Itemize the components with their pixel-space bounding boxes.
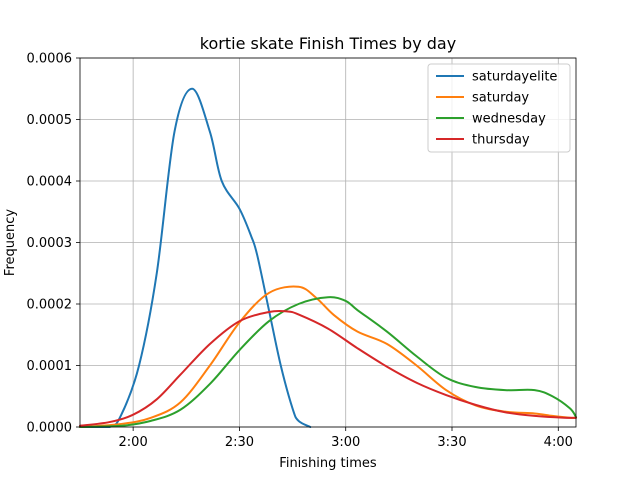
x-tick-label: 3:30 bbox=[437, 435, 466, 450]
x-tick-label: 4:00 bbox=[544, 435, 573, 450]
y-tick-label: 0.0005 bbox=[27, 113, 73, 128]
legend-label: thursday bbox=[472, 133, 530, 148]
x-tick-label: 2:00 bbox=[119, 435, 148, 450]
axis-ticks: 2:00 2:30 3:00 3:30 4:00 0.0000 0.0001 0.0002 0.… bbox=[27, 52, 573, 451]
y-tick-label: 0.0000 bbox=[27, 421, 73, 436]
y-tick-label: 0.0003 bbox=[27, 236, 73, 251]
y-tick-label: 0.0004 bbox=[27, 175, 73, 190]
chart-title: kortie skate Finish Times by day bbox=[200, 34, 456, 53]
x-tick-label: 3:00 bbox=[331, 435, 360, 450]
series-line-saturdayelite bbox=[79, 87, 312, 428]
y-tick-label: 0.0002 bbox=[27, 298, 73, 313]
y-tick-label: 0.0001 bbox=[27, 359, 73, 374]
legend-label: saturdayelite bbox=[472, 70, 557, 85]
x-tick-label: 2:30 bbox=[225, 435, 254, 450]
y-tick-label: 0.0006 bbox=[27, 52, 73, 67]
legend: saturdayelite saturday wednesday thursday bbox=[427, 63, 571, 153]
series-line-wednesday bbox=[79, 296, 577, 428]
series-line-saturday bbox=[79, 285, 577, 428]
legend-label: wednesday bbox=[472, 112, 546, 127]
series-lines bbox=[79, 87, 577, 428]
legend-box bbox=[427, 63, 571, 153]
x-axis-label: Finishing times bbox=[279, 456, 377, 471]
legend-label: saturday bbox=[472, 91, 529, 106]
series-line-thursday bbox=[79, 309, 577, 427]
y-axis-label: Frequency bbox=[3, 209, 18, 276]
